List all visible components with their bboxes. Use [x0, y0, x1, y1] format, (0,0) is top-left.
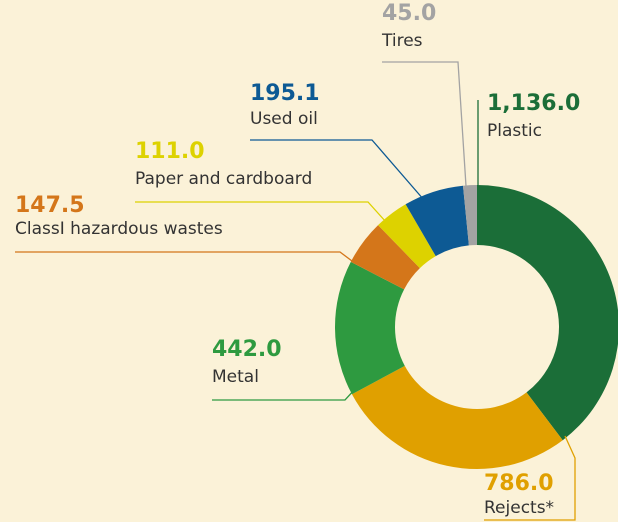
value-label: 1,136.0 — [487, 91, 580, 116]
category-label: Rejects* — [484, 498, 554, 518]
category-label: Metal — [212, 367, 259, 387]
value-label: 147.5 — [15, 193, 85, 218]
value-label: 111.0 — [135, 139, 205, 164]
slice — [477, 185, 618, 441]
category-label: Tires — [381, 31, 423, 51]
leader-line — [15, 251, 357, 265]
value-label: 45.0 — [382, 1, 436, 26]
slice — [335, 261, 405, 395]
category-label: Paper and cardboard — [135, 169, 312, 189]
leader-line — [250, 139, 425, 201]
slice — [351, 365, 563, 469]
leader-line — [212, 387, 357, 401]
slice — [405, 185, 469, 257]
value-label: 195.1 — [250, 81, 320, 106]
slice — [378, 204, 436, 269]
category-label: Plastic — [487, 121, 542, 141]
category-label: Used oil — [250, 109, 318, 129]
value-label: 442.0 — [212, 337, 282, 362]
slice — [462, 185, 477, 246]
slice — [350, 225, 420, 290]
value-label: 786.0 — [484, 471, 554, 496]
leader-line — [382, 61, 467, 187]
leader-line — [484, 435, 576, 521]
category-label: ClassI hazardous wastes — [15, 219, 223, 239]
leader-line — [135, 201, 387, 223]
